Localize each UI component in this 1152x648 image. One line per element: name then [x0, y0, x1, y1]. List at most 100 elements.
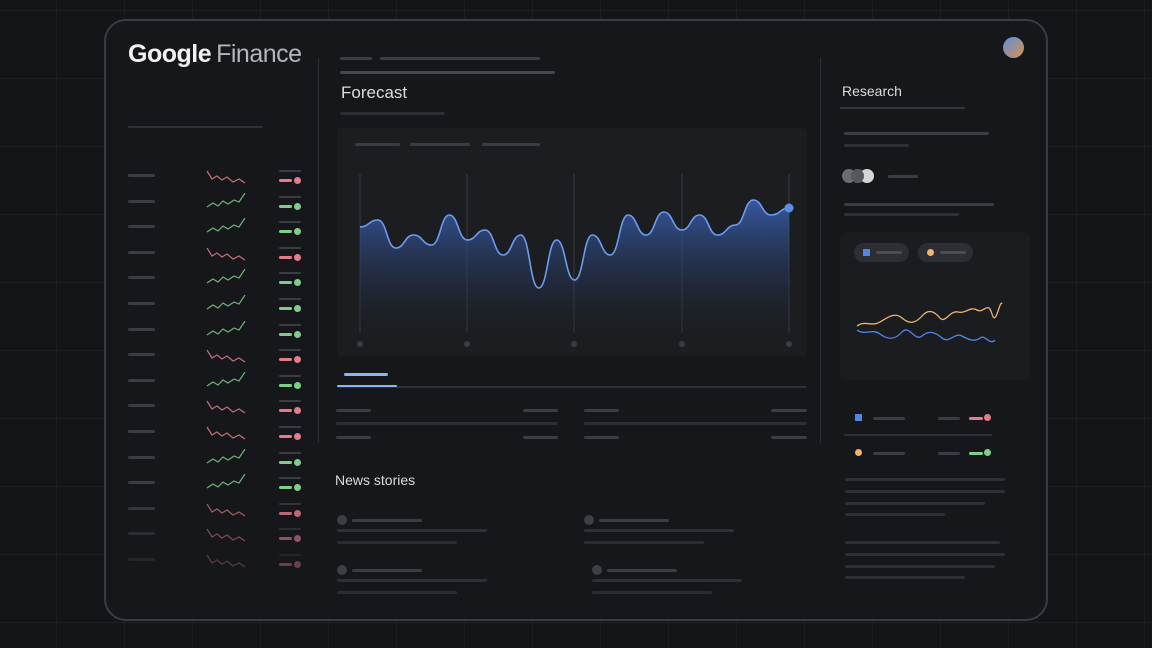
sparkline	[206, 474, 246, 489]
placeholder	[845, 576, 965, 579]
placeholder	[523, 409, 558, 412]
change-bar	[279, 409, 292, 413]
price-placeholder	[279, 323, 301, 326]
placeholder	[873, 417, 905, 420]
price-placeholder	[279, 451, 301, 454]
placeholder	[337, 579, 487, 582]
change-dot-icon	[294, 330, 301, 338]
watchlist-row[interactable]	[128, 423, 308, 440]
divider	[128, 126, 263, 128]
placeholder	[607, 569, 677, 572]
ticker-placeholder	[128, 174, 155, 177]
placeholder	[337, 529, 487, 532]
watchlist-row[interactable]	[128, 448, 308, 466]
sparkline	[206, 192, 246, 208]
circle-icon	[855, 449, 862, 456]
placeholder	[592, 591, 712, 594]
placeholder	[340, 71, 555, 74]
placeholder	[352, 519, 422, 522]
placeholder	[844, 213, 959, 216]
watchlist-row[interactable]	[128, 397, 308, 415]
ticker-placeholder	[128, 327, 155, 331]
placeholder	[599, 519, 669, 522]
watchlist-row[interactable]	[128, 269, 308, 287]
watchlist-row[interactable]	[128, 320, 308, 338]
ticker-placeholder	[128, 353, 155, 357]
logo-google: Google	[128, 40, 212, 68]
watchlist-row[interactable]	[128, 500, 308, 517]
change-dot-icon	[294, 228, 301, 236]
change-negative	[969, 417, 983, 420]
source-icon	[337, 515, 347, 525]
price-placeholder	[279, 298, 301, 300]
placeholder	[336, 422, 558, 425]
price-placeholder	[279, 195, 301, 198]
placeholder	[337, 591, 457, 594]
circle-icon	[927, 249, 934, 256]
news-item[interactable]	[337, 565, 567, 601]
chart-tab[interactable]	[410, 143, 470, 146]
sparkline	[206, 218, 246, 233]
forecast-title: Forecast	[341, 83, 408, 102]
ticker-placeholder	[128, 532, 155, 536]
sparkline	[206, 269, 246, 284]
chart-tab[interactable]	[355, 143, 400, 146]
placeholder	[584, 541, 704, 544]
forecast-endpoint	[784, 203, 794, 213]
watchlist-row[interactable]	[128, 295, 308, 312]
research-chart[interactable]	[840, 232, 1030, 380]
change-bar	[279, 230, 292, 234]
watchlist-row[interactable]	[128, 218, 308, 236]
change-bar	[279, 358, 292, 362]
ticker-placeholder	[128, 404, 155, 408]
placeholder	[845, 490, 1005, 493]
watchlist-row[interactable]	[128, 192, 308, 210]
news-item[interactable]	[337, 515, 567, 551]
change-dot-icon	[294, 484, 301, 492]
placeholder	[873, 452, 905, 455]
watchlist-row[interactable]	[128, 474, 308, 492]
watchlist-row[interactable]	[128, 525, 308, 543]
legend-pill[interactable]	[854, 243, 909, 262]
placeholder	[340, 57, 372, 60]
placeholder	[845, 553, 1005, 556]
watchlist-row[interactable]	[128, 346, 308, 364]
price-placeholder	[279, 221, 301, 224]
sparkline	[206, 247, 246, 261]
price-placeholder	[279, 502, 301, 505]
tab-active[interactable]	[344, 373, 388, 376]
google-finance-logo[interactable]: Google Finance	[128, 40, 302, 69]
forecast-chart[interactable]	[337, 128, 807, 356]
news-title: News stories	[335, 472, 416, 488]
x-tick-dot	[571, 341, 577, 347]
placeholder	[771, 436, 807, 439]
avatar-stack	[842, 169, 882, 183]
price-placeholder	[279, 170, 301, 172]
change-bar	[279, 537, 292, 541]
placeholder	[845, 478, 1005, 481]
watchlist-row[interactable]	[128, 551, 308, 568]
watchlist-row[interactable]	[128, 167, 308, 184]
x-tick-dot	[679, 341, 685, 347]
legend-pill[interactable]	[918, 243, 973, 262]
change-bar	[279, 486, 292, 490]
ticker-placeholder	[128, 430, 155, 433]
ticker-placeholder	[128, 276, 155, 280]
divider	[318, 58, 319, 443]
placeholder	[844, 203, 994, 206]
watchlist-row[interactable]	[128, 244, 308, 261]
price-placeholder	[279, 528, 301, 531]
watchlist-row[interactable]	[128, 371, 308, 389]
change-bar	[279, 332, 292, 336]
news-item[interactable]	[592, 565, 822, 601]
change-dot-icon	[294, 561, 301, 568]
change-bar	[279, 511, 292, 515]
change-dot-icon	[294, 509, 301, 517]
account-avatar[interactable]	[1003, 37, 1024, 58]
sparkline	[206, 554, 246, 568]
source-icon	[592, 565, 602, 575]
news-item[interactable]	[584, 515, 814, 551]
change-positive	[969, 452, 983, 455]
placeholder	[592, 579, 742, 582]
chart-tab[interactable]	[482, 143, 540, 146]
